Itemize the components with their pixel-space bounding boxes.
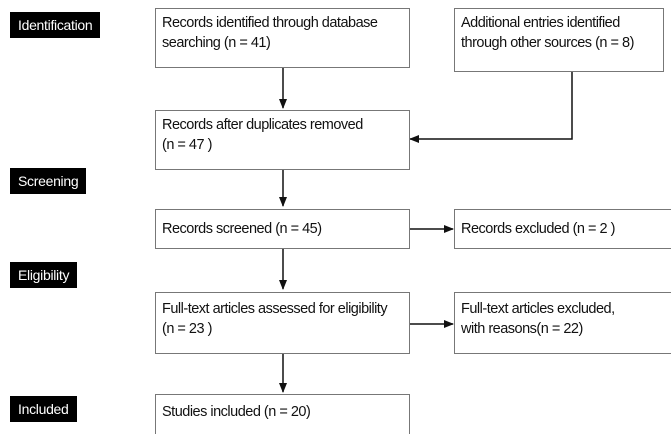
box-line: Additional entries identified [461,15,620,31]
box-line: Full-text articles assessed for eligibil… [162,301,388,317]
box-line: (n = 23 ) [162,321,212,337]
stage-label-identification: Identification [10,12,101,38]
box-line: Studies included (n = 20) [162,404,311,420]
box-line: Full-text articles excluded, [461,301,615,317]
stage-label-included: Included [10,396,77,422]
box-fulltext-excluded: Full-text articles excluded, with reason… [454,292,671,354]
box-line: Records screened (n = 45) [162,221,322,237]
box-studies-included: Studies included (n = 20) [155,394,410,434]
box-line: with reasons(n = 22) [461,321,583,337]
box-line: Records identified through database [162,15,378,31]
stage-label-screening: Screening [10,168,87,194]
arrow-other-to-duplicates [409,72,573,143]
box-line: Records excluded (n = 2 ) [461,221,615,237]
box-records-screened: Records screened (n = 45) [155,209,410,249]
stage-label-eligibility: Eligibility [10,262,78,288]
box-additional-entries: Additional entries identified through ot… [454,8,664,72]
box-line: Records after duplicates removed [162,117,363,133]
box-fulltext-assessed: Full-text articles assessed for eligibil… [155,292,410,354]
box-line: searching (n = 41) [162,35,271,51]
box-line: through other sources (n = 8) [461,35,634,51]
box-records-after-duplicates: Records after duplicates removed (n = 47… [155,110,410,170]
box-records-identified-database: Records identified through database sear… [155,8,410,68]
box-line: (n = 47 ) [162,137,212,153]
box-records-excluded: Records excluded (n = 2 ) [454,209,671,249]
